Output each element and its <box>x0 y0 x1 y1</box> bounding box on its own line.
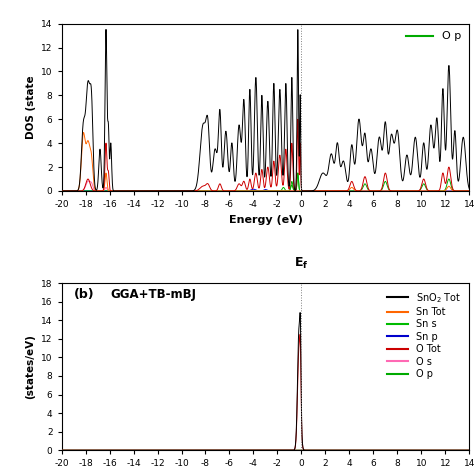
Text: $\mathbf{E_f}$: $\mathbf{E_f}$ <box>294 256 309 271</box>
Text: GGA+TB-mBJ: GGA+TB-mBJ <box>110 288 197 301</box>
Y-axis label: (states/eV): (states/eV) <box>26 334 36 399</box>
Legend: O p: O p <box>403 29 464 44</box>
Y-axis label: DOS (state: DOS (state <box>26 75 36 139</box>
X-axis label: Energy (eV): Energy (eV) <box>228 215 302 225</box>
Legend: SnO$_2$ Tot, Sn Tot, Sn s, Sn p, O Tot, O s, O p: SnO$_2$ Tot, Sn Tot, Sn s, Sn p, O Tot, … <box>384 288 465 382</box>
Text: (b): (b) <box>74 288 94 301</box>
